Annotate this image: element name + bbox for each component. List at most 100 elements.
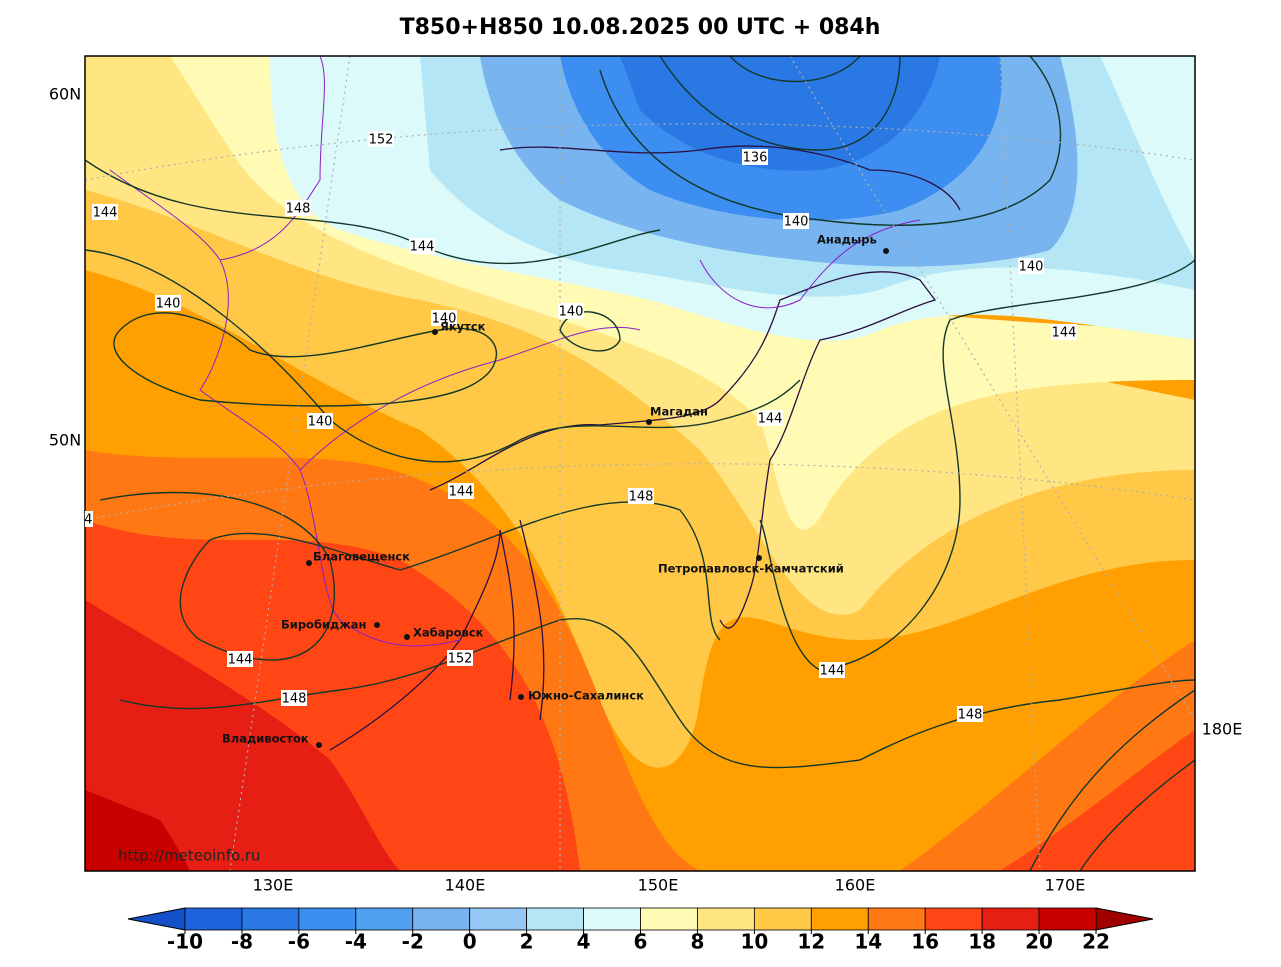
colorbar-segment	[810, 907, 869, 931]
colorbar-tick-label: 12	[797, 930, 825, 954]
contour-label-text: 148	[286, 202, 311, 217]
contour-label-bg	[757, 410, 783, 426]
cities: Якутск Магадан Анадырь Благовещенск Биробидж…	[222, 233, 889, 748]
city-dot	[404, 634, 410, 640]
colorbar-segment	[1038, 907, 1097, 931]
colorbar-tick-label: 8	[690, 930, 704, 954]
contour-label-text: 140	[432, 312, 457, 327]
colorbar-tick-label: -6	[288, 930, 310, 954]
colorbar-tick-label: -10	[167, 930, 203, 954]
contour-label-text: 140	[1019, 260, 1044, 275]
contour-label-bg	[742, 149, 768, 165]
contour-label: 144	[819, 662, 845, 679]
colorbar-tick-label: 0	[463, 930, 477, 954]
city-label: Анадырь	[817, 233, 877, 247]
colorbar-segment	[753, 907, 812, 931]
longitude-label: 140E	[445, 876, 486, 895]
contour-label-text: 144	[93, 206, 118, 221]
city-label: Южно-Сахалинск	[528, 689, 644, 703]
city-label: Хабаровск	[413, 626, 484, 640]
city-label: Петропавловск-Камчатский	[658, 562, 844, 576]
contour-label: 144	[92, 204, 118, 221]
contour-label: 148	[628, 488, 654, 505]
contour-label: 144	[1051, 324, 1077, 341]
colorbar-tick-label: -8	[231, 930, 253, 954]
contour-label-text: 144	[820, 664, 845, 679]
contour-labels: 152 148 144 144 140 140 140 136 140 140 144 140 144 1…	[68, 131, 1077, 723]
contour-label-bg	[431, 310, 457, 326]
city-label: Якутск	[440, 320, 486, 334]
contour-label: 140	[558, 303, 584, 320]
colorbar-tick-label: -4	[345, 930, 367, 954]
contour-label-text: 148	[958, 708, 983, 723]
contour-label-bg	[85, 511, 93, 527]
contour-label: 148	[957, 706, 983, 723]
colorbar-tick-label: 4	[577, 930, 591, 954]
contour-label-bg	[1051, 324, 1077, 340]
city-label: Владивосток	[222, 732, 309, 746]
contour-label-text: 152	[448, 652, 473, 667]
contour-label-text: 144	[68, 513, 93, 528]
colorbar-segment	[241, 907, 300, 931]
colorbar-segment	[640, 907, 698, 931]
contour-label-bg	[783, 213, 809, 229]
longitude-label: 180E	[1202, 720, 1243, 739]
contour-label: 144	[409, 238, 435, 255]
contour-label: 140	[307, 413, 333, 430]
colorbar-over	[1095, 907, 1154, 931]
contour-label-bg	[285, 200, 311, 216]
contour-label: 140	[1018, 258, 1044, 275]
colorbar-tick-label: 6	[634, 930, 648, 954]
colorbar-segment	[924, 907, 983, 931]
city-dot	[518, 694, 524, 700]
contour-label: 152	[368, 131, 394, 148]
latitude-label: 50N	[49, 431, 81, 450]
contour-label-text: 140	[559, 305, 584, 320]
contour-label: 144	[68, 511, 93, 528]
contour-label-bg	[92, 204, 118, 220]
axis-labels: 60N 50N 130E 140E 150E 160E 170E 180E	[49, 85, 1242, 895]
title: T850+H850 10.08.2025 00 UTC + 084h	[400, 15, 881, 40]
colorbar-tick-label: -2	[402, 930, 424, 954]
contour-label-text: 144	[228, 653, 253, 668]
contour-label: 144	[227, 651, 253, 668]
contour-label: 148	[285, 200, 311, 217]
contour-label-bg	[447, 650, 473, 666]
contour-label-text: 148	[282, 692, 307, 707]
contour-label: 140	[431, 310, 457, 327]
contour-label-bg	[409, 238, 435, 254]
contour-label-bg	[558, 303, 584, 319]
contour-label-bg	[448, 483, 474, 499]
colorbar-segment	[412, 907, 471, 931]
contour-label: 144	[757, 410, 783, 427]
city-dot	[316, 742, 322, 748]
contour-label: 148	[281, 690, 307, 707]
colorbar-tick-label: 20	[1025, 930, 1053, 954]
temperature-field	[85, 56, 1195, 871]
contour-label-bg	[281, 690, 307, 706]
colorbar-segment	[298, 907, 357, 931]
colorbar-segment	[583, 907, 641, 931]
contour-label-text: 140	[156, 297, 181, 312]
colorbar-segment	[355, 907, 414, 931]
city-dot	[306, 560, 312, 566]
city-dot	[646, 419, 652, 425]
contour-label-bg	[628, 488, 654, 504]
contour-label-bg	[368, 131, 394, 147]
colorbar-tick-label: 22	[1082, 930, 1110, 954]
contour-label: 140	[783, 213, 809, 230]
contour-label-bg	[307, 413, 333, 429]
contour-label-text: 148	[629, 490, 654, 505]
contour-label-text: 144	[758, 412, 783, 427]
city-dot	[432, 329, 438, 335]
city-label: Магадан	[650, 405, 708, 419]
city-label: Биробиджан	[281, 618, 366, 632]
latitude-label: 60N	[49, 85, 81, 104]
colorbar-segment	[867, 907, 926, 931]
colorbar-tick-label: 10	[740, 930, 768, 954]
colorbar: -10 -8 -6 -4 -2 0 2 4 6 8 10 12 14 16 18 20 22	[127, 907, 1154, 954]
contour-label-text: 136	[743, 151, 768, 166]
map-frame	[84, 55, 1196, 872]
